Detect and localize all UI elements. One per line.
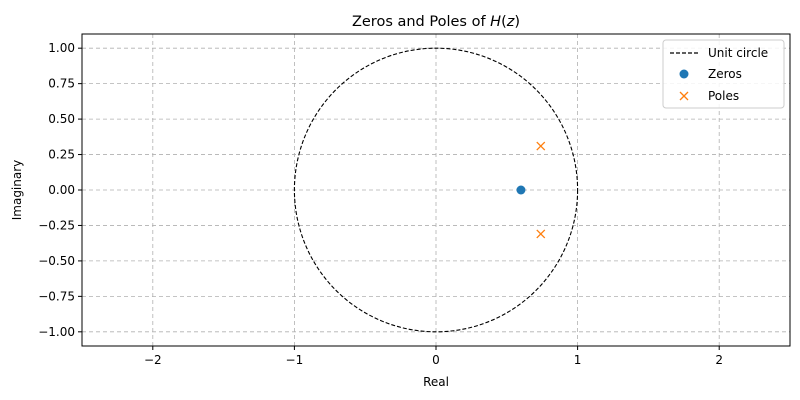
chart-title: Zeros and Poles of H(z): [352, 14, 520, 30]
x-tick-label: −1: [286, 353, 304, 367]
y-axis-label: Imaginary: [10, 160, 24, 221]
y-tick-label: −0.25: [38, 218, 75, 232]
y-tick-label: −0.75: [38, 289, 75, 303]
chart-title-math-var: z: [506, 14, 515, 30]
x-axis-label: Real: [423, 375, 449, 389]
pole-marker: [536, 141, 546, 151]
y-tick-label: 0.25: [48, 148, 75, 162]
unit-circle: [293, 47, 579, 333]
legend-zeros-label: Zeros: [708, 67, 742, 81]
y-tick-label: 1.00: [48, 41, 75, 55]
y-tick-label: −1.00: [38, 325, 75, 339]
zero-marker: [516, 185, 526, 195]
x-ticks: −2 −1 0 1 2: [144, 346, 723, 367]
pole-marker: [536, 229, 546, 239]
unit-circle-layer: [293, 47, 579, 333]
y-ticks: 1.00 0.75 0.50 0.25 0.00 −0.25 −0.50 −0.75 −1.00: [38, 41, 82, 339]
chart-title-paren-close: ): [514, 14, 520, 30]
chart-title-prefix: Zeros and Poles of: [352, 14, 490, 30]
chart-title-math: H: [490, 14, 501, 30]
legend-box: [662, 39, 785, 109]
legend-poles-swatch: [679, 91, 689, 101]
data-points: [516, 141, 546, 239]
x-tick-label: 0: [432, 353, 440, 367]
x-tick-label: 2: [715, 353, 723, 367]
y-tick-label: 0.50: [48, 112, 75, 126]
legend-zeros-swatch: [679, 69, 689, 79]
chart-title-paren-open: (: [501, 14, 507, 30]
legend-poles-label: Poles: [708, 89, 739, 103]
x-tick-label: 1: [574, 353, 582, 367]
legend: Unit circle Zeros Poles: [662, 39, 785, 109]
y-tick-label: −0.50: [38, 254, 75, 268]
x-tick-label: −2: [144, 353, 162, 367]
y-tick-label: 0.75: [48, 77, 75, 91]
y-tick-label: 0.00: [48, 183, 75, 197]
legend-unit-circle-label: Unit circle: [708, 46, 768, 60]
